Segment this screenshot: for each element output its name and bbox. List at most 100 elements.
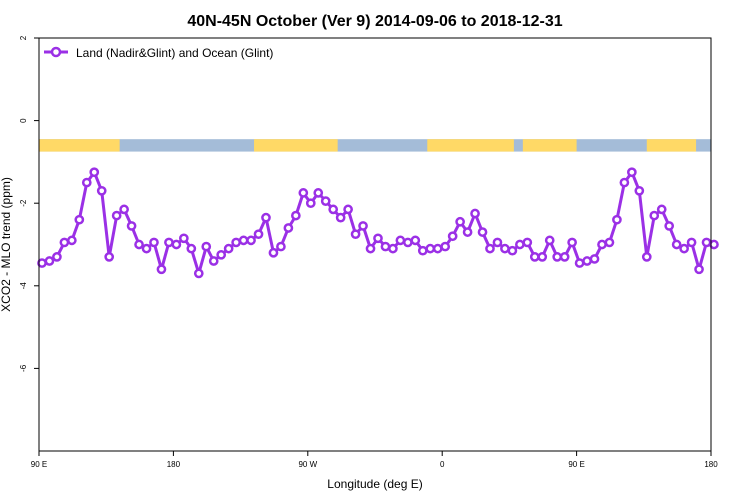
data-point <box>440 241 451 252</box>
data-point <box>634 185 645 196</box>
x-axis-label: Longitude (deg E) <box>327 477 422 491</box>
data-point <box>574 258 585 268</box>
data-point <box>597 239 607 250</box>
data-point <box>164 237 174 248</box>
series-points-group <box>37 167 719 279</box>
data-point <box>694 264 704 275</box>
data-point <box>559 252 570 262</box>
x-tick-label: 180 <box>704 460 718 469</box>
data-point <box>119 204 129 215</box>
land-band <box>39 139 120 152</box>
data-point <box>186 243 197 254</box>
y-tick-label: -6 <box>19 364 28 372</box>
data-point <box>582 256 592 266</box>
data-point <box>223 243 234 254</box>
data-point <box>641 252 652 262</box>
data-point <box>679 243 689 254</box>
data-point <box>395 235 406 246</box>
data-point <box>447 231 458 242</box>
data-point <box>59 237 70 248</box>
data-point <box>238 235 249 246</box>
y-tick-label: -4 <box>19 282 28 290</box>
data-point <box>604 237 615 248</box>
legend-label: Land (Nadir&Glint) and Ocean (Glint) <box>76 46 273 60</box>
y-axis: 2 0 -2 -4 -6 <box>19 35 39 372</box>
data-point <box>343 204 353 215</box>
data-point <box>470 208 480 219</box>
data-point <box>253 229 264 240</box>
data-point <box>425 243 436 254</box>
data-point <box>709 239 719 250</box>
data-point <box>522 237 533 248</box>
y-tick-label: 0 <box>19 118 28 123</box>
data-point <box>589 254 600 264</box>
data-point <box>455 216 465 227</box>
data-point <box>291 210 301 221</box>
data-point <box>671 239 682 250</box>
data-point <box>537 252 548 262</box>
data-point <box>67 235 77 246</box>
data-point <box>567 237 577 248</box>
data-point <box>149 237 159 248</box>
data-point <box>373 233 383 244</box>
x-tick-label: 90 W <box>298 460 317 469</box>
x-tick-label: 90 E <box>568 460 584 469</box>
data-point <box>141 243 152 254</box>
x-axis: 90 E 180 90 W 0 90 E 180 <box>31 451 718 469</box>
land-band <box>522 139 577 152</box>
data-point <box>403 237 413 248</box>
x-tick-label: 180 <box>167 460 181 469</box>
chart-title: 40N-45N October (Ver 9) 2014-09-06 to 20… <box>187 13 562 30</box>
plot-frame <box>38 37 712 452</box>
data-point <box>96 185 107 196</box>
data-point <box>656 204 667 215</box>
land-ocean-strip <box>39 139 711 152</box>
data-point <box>515 239 525 250</box>
data-point <box>612 214 622 225</box>
y-tick-label: -2 <box>19 199 28 207</box>
data-point <box>104 252 115 262</box>
data-point <box>462 227 473 237</box>
data-point <box>208 256 219 266</box>
data-point <box>193 268 204 279</box>
data-point <box>231 237 241 248</box>
data-point <box>201 241 212 252</box>
data-point <box>544 235 555 246</box>
y-tick-label: 2 <box>19 35 28 40</box>
data-point <box>350 229 361 240</box>
data-point <box>410 235 421 246</box>
data-point <box>388 243 398 254</box>
data-point <box>335 212 346 223</box>
data-point <box>126 221 137 231</box>
data-point <box>171 239 182 250</box>
ocean-band <box>39 139 711 152</box>
data-point <box>619 177 630 188</box>
data-point <box>89 167 100 178</box>
data-point <box>500 243 510 254</box>
data-point <box>417 245 428 256</box>
data-point <box>477 227 488 237</box>
data-point <box>216 249 227 260</box>
data-point <box>627 167 637 178</box>
data-point <box>305 198 316 209</box>
data-point <box>81 177 92 188</box>
x-tick-label: 90 E <box>31 460 47 469</box>
data-point <box>44 256 55 266</box>
data-point <box>492 237 503 248</box>
land-band <box>646 139 697 152</box>
data-point <box>276 241 286 252</box>
data-point <box>268 247 279 258</box>
data-point <box>74 214 85 225</box>
data-point <box>552 252 563 262</box>
legend-marker <box>50 46 62 58</box>
data-point <box>328 204 339 215</box>
x-tick-label: 0 <box>440 460 445 469</box>
data-point <box>298 188 309 198</box>
data-point <box>134 239 144 250</box>
data-point <box>649 210 660 221</box>
data-point <box>261 212 271 223</box>
data-point <box>358 221 368 231</box>
data-point <box>313 188 324 198</box>
data-point <box>283 223 294 233</box>
data-point <box>686 237 697 248</box>
